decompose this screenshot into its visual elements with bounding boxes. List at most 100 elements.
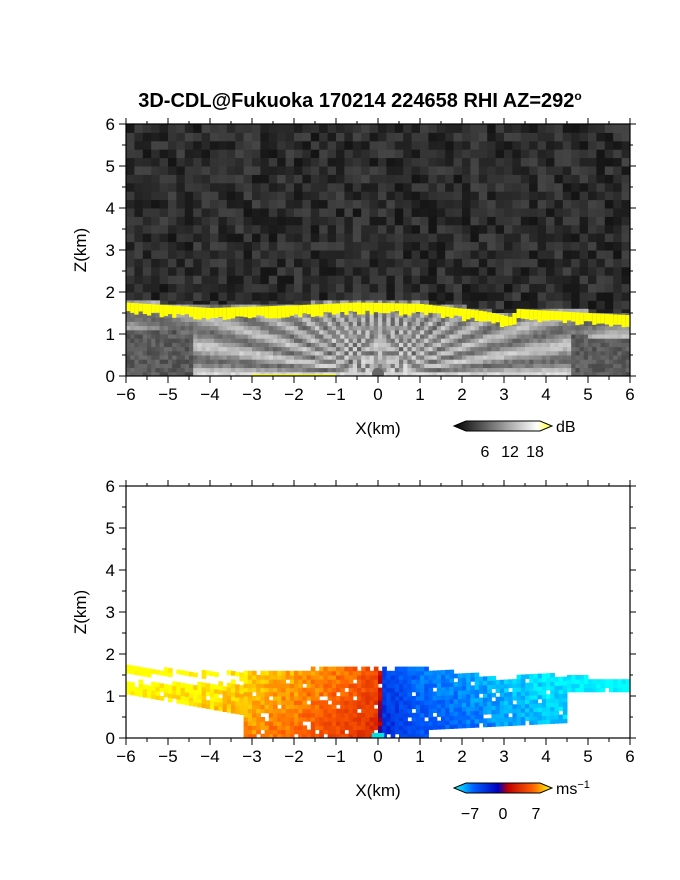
noise-cell [277,191,287,201]
signal-cell [243,325,249,331]
signal-cell [441,346,446,352]
layer-top-cell [449,307,455,318]
signal-cell [142,321,148,327]
velocity-cell [365,717,371,722]
signal-cell [625,342,630,348]
noise-cell [621,258,630,268]
noise-cell [529,283,539,293]
velocity-cell [588,679,593,684]
signal-cell [483,342,488,348]
signal-cell [525,350,530,356]
signal-cell [449,359,455,364]
velocity-cell [310,725,316,731]
signal-cell [323,338,329,343]
velocity-cell [453,698,459,704]
velocity-cell [365,708,371,714]
velocity-cell [533,699,539,704]
velocity-cell [298,700,303,705]
signal-cell [189,329,194,335]
signal-cell [331,346,337,352]
layer-data-velocity [126,664,630,738]
signal-cell [268,371,274,376]
velocity-cell [289,721,295,726]
noise-cell [478,241,488,251]
velocity-cell [247,696,253,701]
noise-cell [285,224,295,234]
signal-cell [197,346,203,352]
noise-cell [134,166,144,175]
velocity-cell [289,725,295,731]
noise-cell [478,191,488,201]
velocity-cell [558,685,564,690]
velocity-cell [365,696,371,701]
noise-cell [319,166,329,175]
noise-cell [210,191,219,201]
signal-cell [604,363,610,369]
noise-cell [386,216,396,226]
noise-cell [554,149,564,159]
velocity-cell [491,684,497,690]
velocity-cell [172,689,177,695]
velocity-cell [302,733,308,738]
signal-cell [432,363,438,369]
noise-cell [487,124,497,133]
signal-cell [340,350,345,356]
signal-cell [365,329,371,335]
velocity-cell [550,694,555,699]
noise-cell [403,132,413,142]
signal-cell [554,371,560,376]
velocity-cell [197,685,203,691]
signal-cell [567,371,572,376]
signal-cell [247,350,253,356]
signal-cell [596,334,602,339]
x-tick-label: −4 [200,385,219,404]
signal-cell [504,355,509,360]
noise-cell [495,157,505,167]
velocity-cell [470,697,476,703]
signal-cell [478,325,484,331]
noise-cell [520,275,530,285]
noise-cell [554,292,564,301]
signal-cell [604,367,610,373]
signal-cell [407,342,413,348]
velocity-cell [323,666,329,672]
noise-cell [378,250,387,259]
signal-cell [407,317,413,322]
velocity-cell [428,683,434,688]
signal-cell [159,342,165,348]
signal-cell [256,355,261,360]
noise-cell [394,241,404,251]
signal-cell [449,321,455,327]
noise-cell [361,275,371,285]
velocity-cell [352,670,358,676]
velocity-cell [369,670,375,676]
velocity-cell [499,713,505,719]
velocity-cell [403,683,408,689]
signal-cell [352,346,358,352]
signal-cell [449,325,455,331]
velocity-cell [495,688,501,694]
noise-cell [294,216,303,226]
signal-cell [415,334,421,339]
layer-top-cell [226,307,232,320]
signal-cell [625,371,630,376]
noise-cell [445,283,455,293]
noise-cell [504,199,513,209]
noise-cell [294,149,303,159]
noise-cell [176,149,186,159]
noise-cell [126,258,135,268]
signal-cell [268,338,274,343]
velocity-cell [424,700,429,705]
signal-cell [466,350,471,356]
signal-cell [205,350,211,356]
signal-cell [403,359,408,364]
velocity-cell [348,700,354,705]
signal-cell [399,350,404,356]
noise-cell [310,149,320,159]
signal-cell [436,325,442,331]
velocity-cell [184,683,190,689]
signal-cell [386,334,392,339]
velocity-cell [130,669,135,675]
noise-cell [327,166,337,175]
noise-cell [134,241,144,251]
